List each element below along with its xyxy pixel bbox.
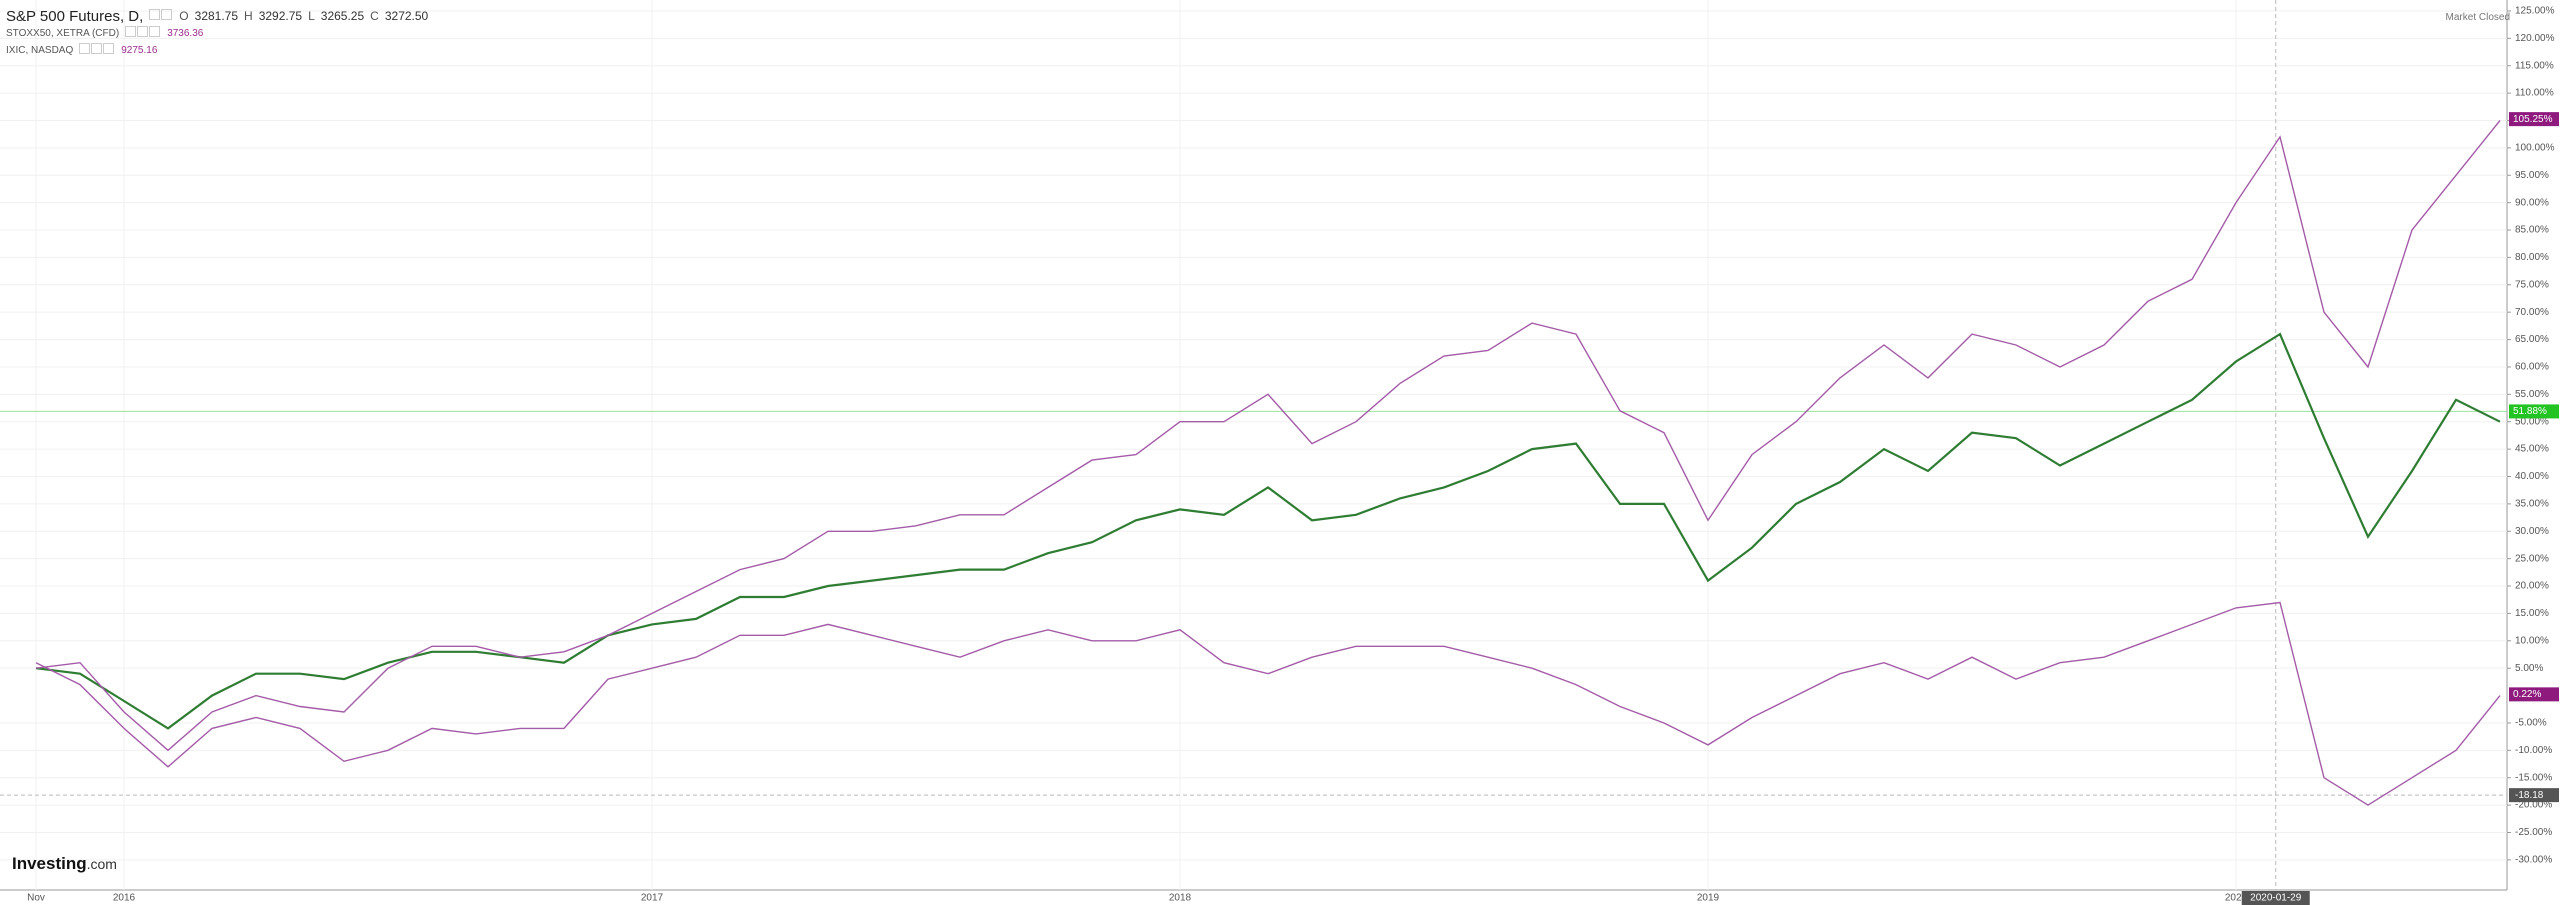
- y-tick-label: 60.00%: [2515, 362, 2549, 373]
- x-tick-label: 2019: [1697, 893, 1720, 904]
- ohlc-value: 3272.50: [384, 9, 429, 23]
- last-value-badge: [2509, 112, 2559, 127]
- crosshair-x-label: 2020-01-29: [2250, 893, 2302, 904]
- y-tick-label: 90.00%: [2515, 197, 2549, 208]
- series-line: [35, 601, 2501, 806]
- legend-row: IXIC, NASDAQ 9275.16: [6, 42, 428, 59]
- y-tick-label: 55.00%: [2515, 389, 2549, 400]
- x-tick-label: 2017: [641, 893, 664, 904]
- y-tick-label: -10.00%: [2515, 745, 2552, 756]
- y-tick-label: 20.00%: [2515, 581, 2549, 592]
- y-tick-label: -15.00%: [2515, 772, 2552, 783]
- last-value-label: 51.88%: [2513, 406, 2547, 417]
- y-tick-label: -5.00%: [2515, 718, 2547, 729]
- legend-row: STOXX50, XETRA (CFD) 3736.36: [6, 25, 428, 42]
- ohlc-key: H: [244, 9, 253, 23]
- series-line: [35, 332, 2501, 730]
- x-tick-label: 2020: [2225, 893, 2248, 904]
- logo-brand: Investing: [12, 854, 87, 873]
- y-tick-label: 120.00%: [2515, 33, 2555, 44]
- crosshair-y-label: -18.18: [2515, 790, 2544, 801]
- y-tick-label: 115.00%: [2515, 60, 2554, 71]
- y-tick-label: 15.00%: [2515, 608, 2549, 619]
- legend-name: STOXX50, XETRA (CFD): [6, 28, 120, 39]
- last-value-badge: [2509, 687, 2559, 702]
- series-line: [35, 120, 2501, 752]
- last-value-label: 105.25%: [2513, 114, 2553, 125]
- x-tick-label: Nov: [27, 893, 45, 904]
- y-tick-label: 80.00%: [2515, 252, 2549, 263]
- y-tick-label: 95.00%: [2515, 170, 2549, 181]
- ohlc-key: O: [179, 9, 189, 23]
- y-tick-label: 50.00%: [2515, 416, 2549, 427]
- legend-name: IXIC, NASDAQ: [6, 45, 74, 56]
- y-tick-label: -20.00%: [2515, 800, 2552, 811]
- y-tick-label: -25.00%: [2515, 827, 2552, 838]
- ohlc-value: 3292.75: [258, 9, 303, 23]
- y-tick-label: 75.00%: [2515, 279, 2549, 290]
- ohlc-key: L: [308, 9, 315, 23]
- y-tick-label: 30.00%: [2515, 526, 2549, 537]
- y-tick-label: 5.00%: [2515, 663, 2543, 674]
- y-tick-label: 100.00%: [2515, 143, 2555, 154]
- crosshair-label-bg: [2509, 788, 2559, 803]
- y-tick-label: 65.00%: [2515, 334, 2549, 345]
- legend-price: 3736.36: [167, 28, 204, 39]
- market-status: Market Closed: [2445, 12, 2510, 23]
- y-tick-label: 10.00%: [2515, 635, 2549, 646]
- last-value-badge: [2509, 404, 2559, 419]
- legend-name: S&P 500 Futures, D,: [6, 8, 144, 25]
- x-tick-label: 2018: [1169, 893, 1192, 904]
- ohlc-value: 3265.25: [320, 9, 365, 23]
- y-tick-label: -30.00%: [2515, 855, 2552, 866]
- y-tick-label: 110.00%: [2515, 88, 2554, 99]
- y-tick-label: 25.00%: [2515, 553, 2549, 564]
- x-tick-label: 2016: [113, 893, 136, 904]
- logo-suffix: .com: [86, 856, 117, 872]
- logo: Investing.com: [12, 854, 117, 874]
- ohlc-key: C: [370, 9, 379, 23]
- y-tick-label: 35.00%: [2515, 499, 2549, 510]
- y-tick-label: 45.00%: [2515, 444, 2549, 455]
- last-value-label: 0.22%: [2513, 689, 2541, 700]
- ohlc-value: 3281.75: [194, 9, 239, 23]
- y-tick-label: 85.00%: [2515, 225, 2549, 236]
- y-tick-label: 125.00%: [2515, 6, 2555, 17]
- legend-price: 9275.16: [121, 45, 158, 56]
- y-tick-label: 40.00%: [2515, 471, 2549, 482]
- y-tick-label: 70.00%: [2515, 307, 2549, 318]
- crosshair-label-bg: [2241, 891, 2310, 905]
